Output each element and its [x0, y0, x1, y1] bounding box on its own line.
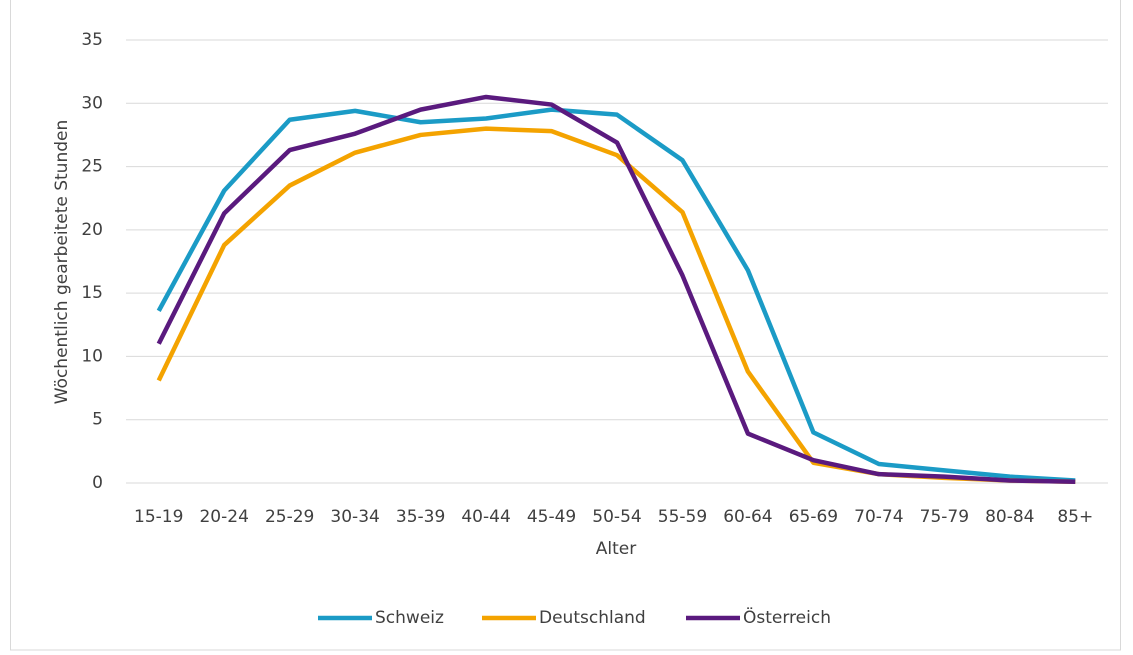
x-tick-label: 30-34 [330, 507, 379, 527]
x-tick-label: 60-64 [723, 507, 772, 527]
x-tick-label: 45-49 [527, 507, 576, 527]
legend-label: Österreich [743, 606, 831, 628]
x-tick-label: 85+ [1057, 507, 1093, 527]
x-tick-label: 70-74 [854, 507, 903, 527]
y-tick-label: 30 [81, 93, 103, 113]
y-tick-label: 10 [81, 346, 103, 366]
y-tick-label: 35 [81, 30, 103, 50]
x-tick-label: 50-54 [592, 507, 641, 527]
x-tick-label: 65-69 [789, 507, 838, 527]
x-tick-label: 75-79 [920, 507, 969, 527]
y-tick-label: 15 [81, 283, 103, 303]
chart-frame [10, 0, 1121, 651]
x-tick-label: 20-24 [199, 507, 248, 527]
y-tick-label: 20 [81, 220, 103, 240]
series-line [156, 94, 1076, 484]
legend-label: Schweiz [375, 608, 444, 628]
x-tick-label: 15-19 [134, 507, 183, 527]
x-tick-label: 55-59 [658, 507, 707, 527]
y-tick-label: 5 [92, 410, 103, 430]
x-tick-label: 35-39 [396, 507, 445, 527]
x-tick-label: 80-84 [985, 507, 1034, 527]
x-axis-title: Alter [596, 539, 636, 559]
y-axis-title: Wöchentlich gearbeitete Stunden [52, 120, 72, 405]
x-tick-label: 40-44 [461, 507, 510, 527]
series-line [156, 107, 1076, 483]
y-tick-label: 0 [92, 473, 103, 493]
legend-label: Deutschland [539, 608, 646, 628]
x-tick-label: 25-29 [265, 507, 314, 527]
y-tick-label: 25 [81, 157, 103, 177]
